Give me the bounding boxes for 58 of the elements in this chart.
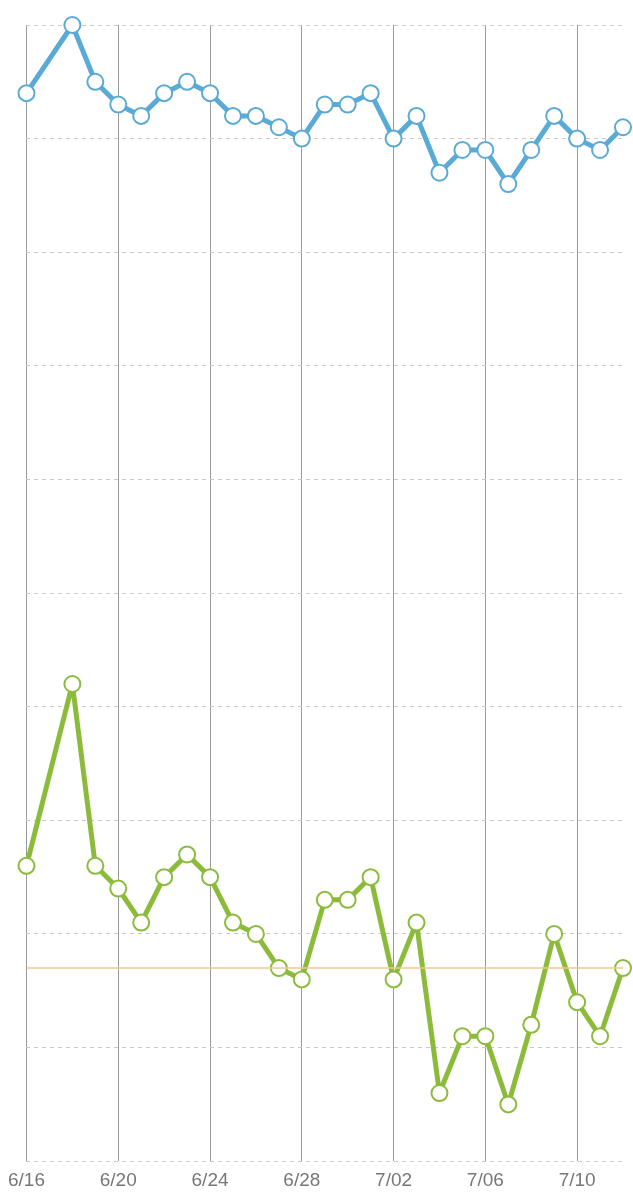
point [155,868,174,887]
point [591,140,610,159]
point [17,84,36,103]
point [109,95,128,114]
point [86,72,105,91]
point [407,106,426,125]
point [315,890,334,909]
point [315,95,334,114]
point [453,140,472,159]
point [430,1084,449,1103]
point [132,913,151,932]
point [522,140,541,159]
x-tick-label: 6/16 [8,1168,45,1190]
point [545,106,564,125]
point [246,924,265,943]
point [361,868,380,887]
point [476,140,495,159]
point [476,1027,495,1046]
point [223,106,242,125]
point [384,129,403,148]
point [109,879,128,898]
point [338,890,357,909]
point [522,1015,541,1034]
point [614,959,632,978]
point [407,913,426,932]
point [545,924,564,943]
x-tick-label: 6/20 [99,1168,137,1190]
point [338,95,357,114]
x-tick-label: 7/02 [375,1168,413,1190]
point [178,72,197,91]
point [17,856,36,875]
point [361,84,380,103]
point [292,970,311,989]
point [155,84,174,103]
point [178,845,197,864]
point [453,1027,472,1046]
point [201,868,220,887]
point [568,993,587,1012]
point [63,675,82,693]
point [201,84,220,103]
point [132,106,151,125]
point [269,118,288,137]
point [499,1095,518,1114]
x-tick-label: 7/06 [466,1168,504,1190]
point [292,129,311,148]
point [499,175,518,194]
point [568,129,587,148]
point [591,1027,610,1046]
x-tick-label: 6/24 [191,1168,229,1190]
point [63,16,82,34]
point [86,856,105,875]
point [430,163,449,182]
x-tick-label: 7/10 [558,1168,596,1190]
point [246,106,265,125]
point [223,913,242,932]
point [614,118,632,137]
x-tick-label: 6/28 [283,1168,321,1190]
point [384,970,403,989]
